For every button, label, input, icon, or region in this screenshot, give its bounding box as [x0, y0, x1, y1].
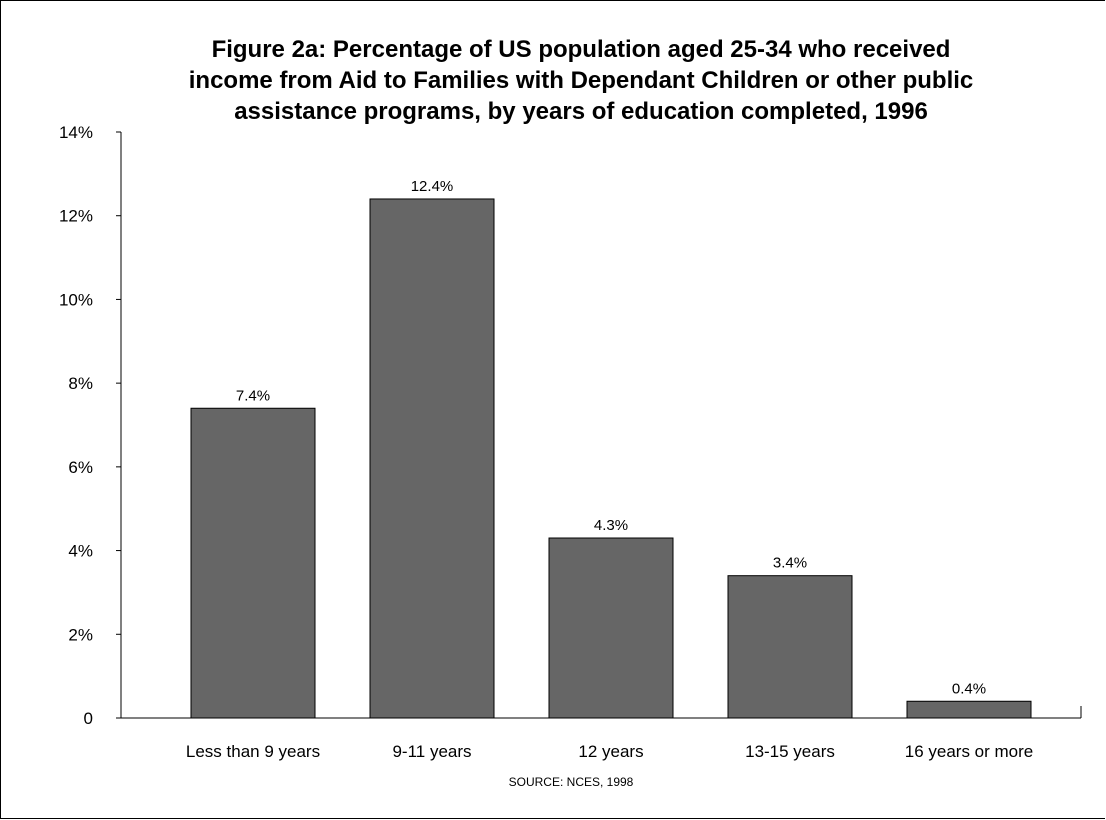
- bar: [906, 700, 1032, 719]
- bar: [727, 575, 853, 719]
- source-note: SOURCE: NCES, 1998: [509, 775, 634, 789]
- bar: [369, 198, 495, 719]
- chart-title: Figure 2a: Percentage of US population a…: [189, 36, 974, 125]
- x-category-label: 12 years: [578, 742, 643, 761]
- y-tick-label: 8%: [68, 374, 93, 393]
- bar-value-label: 3.4%: [773, 555, 807, 572]
- bar-value-label: 4.3%: [594, 517, 628, 534]
- chart-title-line-1: Figure 2a: Percentage of US population a…: [212, 36, 951, 63]
- y-tick-label: 10%: [59, 290, 93, 309]
- bar: [190, 407, 316, 719]
- y-tick-label: 6%: [68, 458, 93, 477]
- x-category-label: 16 years or more: [905, 742, 1034, 761]
- bar-value-label: 0.4%: [952, 680, 986, 697]
- x-category-label: 13-15 years: [745, 742, 835, 761]
- y-tick-label: 0: [84, 709, 93, 728]
- x-category-label: Less than 9 years: [186, 742, 320, 761]
- bar-value-label: 12.4%: [411, 178, 454, 195]
- bar-value-label: 7.4%: [236, 387, 270, 404]
- y-tick-label: 14%: [59, 123, 93, 142]
- bar: [548, 537, 674, 719]
- chart-title-line-3: assistance programs, by years of educati…: [234, 98, 928, 125]
- y-tick-label: 4%: [68, 542, 93, 561]
- chart-title-line-2: income from Aid to Families with Dependa…: [189, 67, 974, 94]
- y-tick-label: 12%: [59, 207, 93, 226]
- y-tick-label: 2%: [68, 625, 93, 644]
- labels: 0 2% 4% 6% 8% 10% 12% 14% 7.4% Less than 9 years 1…: [59, 123, 1033, 761]
- x-category-label: 9-11 years: [392, 742, 471, 761]
- bars: [190, 198, 1032, 719]
